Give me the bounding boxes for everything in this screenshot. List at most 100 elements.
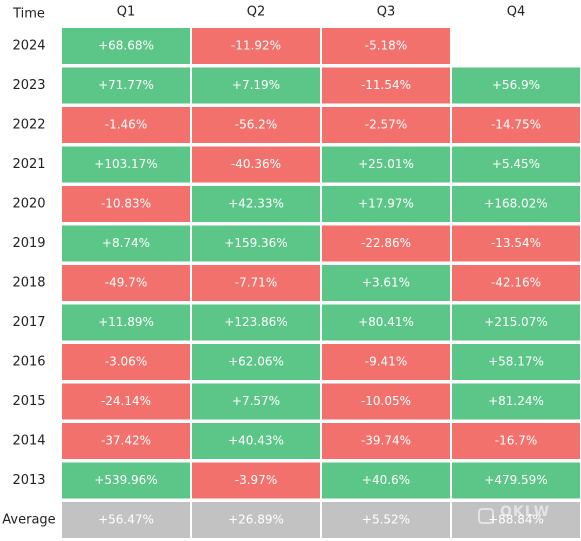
header-time: Time (12, 7, 45, 22)
cell-2024-q3 (322, 28, 450, 64)
cell-2014-q1 (62, 423, 190, 459)
cell-2020-q4 (452, 186, 580, 222)
cell-2015-q3 (322, 383, 450, 420)
cell-2018-q1 (62, 265, 190, 301)
cell-2016-q4 (452, 344, 580, 380)
cell-2017-q2 (192, 304, 320, 341)
cell-value-2024-q2: -11.92% (231, 39, 281, 53)
cell-value-2015-q3: -10.05% (361, 394, 411, 408)
cell-2016-q1 (62, 344, 190, 380)
cell-value-2023-q4: +56.9% (492, 78, 540, 92)
cell-value-2016-q4: +58.17% (488, 355, 544, 369)
cell-2014-q2 (192, 423, 320, 459)
watermark-text: OKLW (500, 504, 551, 520)
cell-2023-q1 (62, 67, 190, 104)
cell-value-average-q1: +56.47% (98, 513, 154, 527)
cell-value-2014-q1: -37.42% (101, 434, 151, 448)
row-label-2021: 2021 (12, 157, 45, 172)
cell-2013-q3 (322, 462, 450, 499)
cell-value-2021-q1: +103.17% (94, 157, 157, 171)
row-label-2023: 2023 (12, 78, 45, 93)
row-label-2017: 2017 (12, 315, 45, 330)
cell-average-q2 (192, 502, 320, 538)
cell-2017-q3 (322, 304, 450, 341)
cell-value-2018-q2: -7.71% (235, 276, 277, 290)
row-label-average: Average (2, 513, 55, 528)
cell-2020-q3 (322, 186, 450, 222)
row-label-2013: 2013 (12, 473, 45, 488)
cell-average-q1 (62, 502, 190, 538)
cell-2023-q2 (192, 67, 320, 104)
cell-value-2021-q3: +25.01% (358, 157, 414, 171)
cell-2015-q2 (192, 383, 320, 420)
cell-value-2023-q1: +71.77% (98, 78, 154, 92)
cell-value-2013-q2: -3.97% (235, 473, 277, 487)
cell-value-2023-q2: +7.19% (232, 78, 280, 92)
cell-2019-q4 (452, 225, 580, 262)
cell-2015-q4 (452, 383, 580, 420)
cell-value-2018-q4: -42.16% (491, 276, 541, 290)
cell-value-2017-q3: +80.41% (358, 315, 414, 329)
cell-2021-q3 (322, 146, 450, 183)
cell-value-2020-q3: +17.97% (358, 197, 414, 211)
row-label-2024: 2024 (12, 39, 45, 54)
cell-2022-q2 (192, 107, 320, 143)
cell-2024-q2 (192, 28, 320, 64)
cell-value-2022-q1: -1.46% (105, 118, 147, 132)
cell-value-2022-q3: -2.57% (365, 118, 407, 132)
cell-2017-q1 (62, 304, 190, 341)
cell-value-2013-q3: +40.6% (362, 473, 410, 487)
cell-value-2020-q2: +42.33% (228, 197, 284, 211)
row-label-2018: 2018 (12, 276, 45, 291)
cell-2024-q1 (62, 28, 190, 64)
cell-value-2016-q3: -9.41% (365, 355, 407, 369)
cell-value-average-q3: +5.52% (362, 513, 410, 527)
row-label-2019: 2019 (12, 236, 45, 251)
cell-value-2014-q2: +40.43% (228, 434, 284, 448)
cell-value-2023-q3: -11.54% (361, 78, 411, 92)
cell-value-average-q2: +26.89% (228, 513, 284, 527)
cell-value-2018-q3: +3.61% (362, 276, 410, 290)
cell-value-2016-q1: -3.06% (105, 355, 147, 369)
cell-value-2021-q4: +5.45% (492, 157, 540, 171)
cell-2019-q2 (192, 225, 320, 262)
cell-2022-q1 (62, 107, 190, 143)
header-q1: Q1 (117, 5, 136, 20)
cell-2021-q2 (192, 146, 320, 183)
cell-value-2017-q1: +11.89% (98, 315, 154, 329)
cell-2021-q1 (62, 146, 190, 183)
cell-2014-q3 (322, 423, 450, 459)
cell-value-2019-q1: +8.74% (102, 236, 150, 250)
cell-2021-q4 (452, 146, 580, 183)
cell-2022-q4 (452, 107, 580, 143)
watermark-logo: OKLW (472, 502, 576, 536)
cell-2014-q4 (452, 423, 580, 459)
row-label-2014: 2014 (12, 434, 45, 449)
cell-value-2021-q2: -40.36% (231, 157, 281, 171)
cell-2015-q1 (62, 383, 190, 420)
cell-value-2015-q4: +81.24% (488, 394, 544, 408)
cell-value-2022-q2: -56.2% (235, 118, 277, 132)
cell-2023-q4 (452, 67, 580, 104)
cell-value-2020-q4: +168.02% (484, 197, 547, 211)
row-label-2022: 2022 (12, 118, 45, 133)
cell-2018-q3 (322, 265, 450, 301)
cell-value-2017-q4: +215.07% (484, 315, 547, 329)
row-label-2016: 2016 (12, 355, 45, 370)
cell-2018-q4 (452, 265, 580, 301)
cell-average-q4 (452, 502, 580, 538)
cell-value-2014-q4: -16.7% (495, 434, 537, 448)
cell-2020-q2 (192, 186, 320, 222)
cell-value-2017-q2: +123.86% (224, 315, 287, 329)
cell-2022-q3 (322, 107, 450, 143)
cell-value-2015-q2: +7.57% (232, 394, 280, 408)
cell-2016-q3 (322, 344, 450, 380)
cell-value-2022-q4: -14.75% (491, 118, 541, 132)
cell-value-2019-q4: -13.54% (491, 236, 541, 250)
cell-value-2013-q1: +539.96% (94, 473, 157, 487)
header-q4: Q4 (507, 5, 526, 20)
cell-2018-q2 (192, 265, 320, 301)
cell-value-2018-q1: -49.7% (105, 276, 147, 290)
cell-value-2015-q1: -24.14% (101, 394, 151, 408)
cell-value-2014-q3: -39.74% (361, 434, 411, 448)
